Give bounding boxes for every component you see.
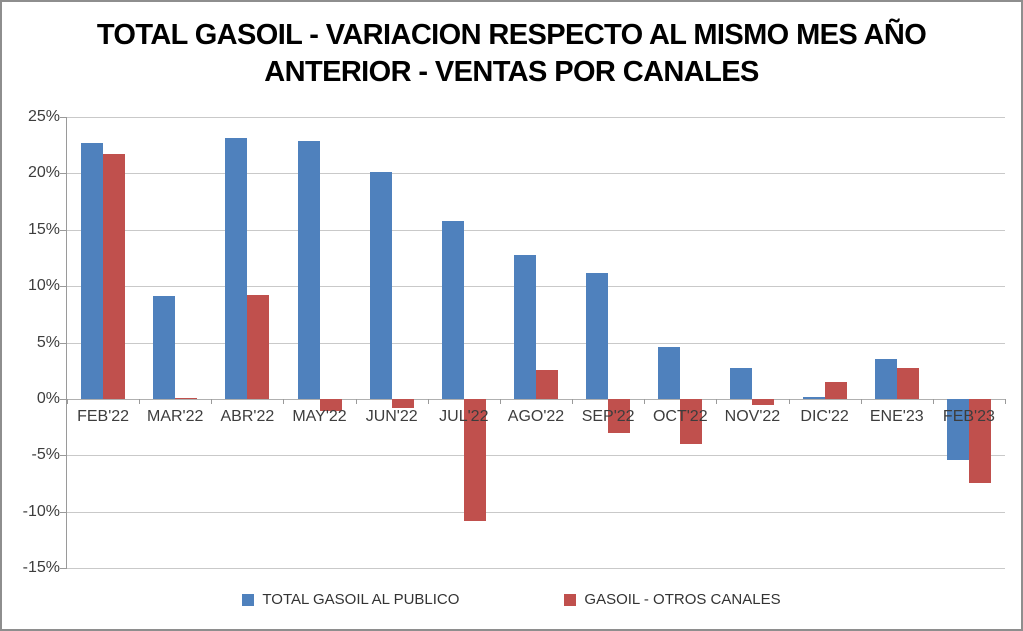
bar-gasoil-otros-canales-FEB'23 — [968, 398, 991, 484]
legend-item-gasoil-otros-canales: GASOIL - OTROS CANALES — [564, 591, 781, 608]
x-axis-tick — [572, 398, 574, 404]
y-tick-label-10%: 10% — [27, 277, 60, 295]
bar-gasoil-otros-canales-OCT'22 — [680, 398, 703, 444]
gridline-5% — [67, 342, 1005, 344]
bar-total-gasoil-al-publico-DIC'22 — [802, 396, 825, 399]
y-axis-tick-5% — [60, 342, 67, 344]
x-axis-tick — [355, 398, 357, 404]
y-axis-labels: 25% 20% 15% 10% 5% 0% -5% -10% -15% — [2, 108, 60, 576]
legend-swatch-blue — [242, 593, 255, 606]
bar-gasoil-otros-canales-JUN'22 — [391, 398, 414, 408]
bar-gasoil-otros-canales-JUL'22 — [463, 398, 486, 521]
y-tick-label-20%: 20% — [27, 164, 60, 182]
x-category-label-FEB'23: FEB'23 — [942, 407, 995, 425]
bar-gasoil-otros-canales-MAR'22 — [175, 397, 198, 399]
x-axis-tick — [427, 398, 429, 404]
bar-gasoil-otros-canales-AGO'22 — [536, 369, 558, 399]
y-axis-tick-20% — [60, 173, 67, 175]
x-category-label-DIC'22: DIC'22 — [800, 407, 849, 425]
bar-total-gasoil-al-publico-SEP'22 — [586, 272, 609, 399]
x-axis-tick — [644, 398, 646, 404]
bar-gasoil-otros-canales-FEB'22 — [103, 154, 126, 399]
bar-total-gasoil-al-publico-JUN'22 — [369, 172, 392, 399]
bar-total-gasoil-al-publico-FEB'22 — [81, 142, 104, 399]
gridline--15% — [67, 568, 1005, 569]
x-category-label-JUN'22: JUN'22 — [365, 407, 418, 425]
y-axis-tick--5% — [60, 455, 67, 457]
bar-total-gasoil-al-publico-AGO'22 — [514, 254, 536, 399]
y-tick-label-5%: 5% — [36, 333, 60, 351]
gridline-20% — [67, 173, 1005, 175]
y-axis-tick--15% — [60, 568, 67, 569]
y-tick-label-25%: 25% — [27, 108, 60, 125]
y-tick-label-0%: 0% — [36, 389, 60, 407]
x-category-label-FEB'22: FEB'22 — [77, 407, 130, 425]
chart-title-line2: ANTERIOR - VENTAS POR CANALES — [264, 56, 759, 88]
chart-title-line1: TOTAL GASOIL - VARIACION RESPECTO AL MIS… — [96, 19, 927, 51]
x-axis-tick — [211, 398, 213, 404]
x-axis-tick — [139, 398, 141, 404]
bar-total-gasoil-al-publico-NOV'22 — [730, 368, 753, 399]
bar-gasoil-otros-canales-ENE'23 — [896, 368, 919, 399]
bar-total-gasoil-al-publico-ENE'23 — [874, 359, 897, 399]
gridline--10% — [67, 511, 1005, 513]
y-axis-tick-10% — [60, 286, 67, 288]
y-axis-line — [66, 117, 67, 568]
bar-total-gasoil-al-publico-JUL'22 — [441, 220, 464, 399]
x-axis-tick — [283, 398, 285, 404]
legend-item-total-gasoil-al-publico: TOTAL GASOIL AL PUBLICO — [242, 591, 459, 608]
y-axis-tick-15% — [60, 229, 67, 231]
bar-gasoil-otros-canales-MAY'22 — [319, 398, 342, 412]
y-axis-tick--10% — [60, 511, 67, 513]
y-tick-label--5%: -5% — [31, 446, 60, 464]
plot-area: FEB'22 MAR'22 ABR'22 MAY'22 JUN'22 JUL'22 AGO'… — [60, 117, 1006, 569]
x-category-label-MAY'22: MAY'22 — [292, 407, 347, 425]
legend-label-total-gasoil-al-publico: TOTAL GASOIL AL PUBLICO — [262, 591, 460, 608]
legend-swatch-red — [564, 593, 577, 606]
legend-label-gasoil-otros-canales: GASOIL - OTROS CANALES — [584, 591, 781, 608]
bar-gasoil-otros-canales-SEP'22 — [608, 398, 631, 433]
bar-gasoil-otros-canales-DIC'22 — [824, 381, 847, 399]
gridline-10% — [67, 286, 1005, 288]
bar-total-gasoil-al-publico-ABR'22 — [225, 138, 248, 399]
x-category-label-JUL'22: JUL'22 — [439, 407, 489, 425]
gridline-0% — [67, 398, 1005, 400]
chart-title: TOTAL GASOIL - VARIACION RESPECTO AL MIS… — [2, 17, 1021, 91]
x-axis-tick — [932, 398, 934, 404]
legend: TOTAL GASOIL AL PUBLICO GASOIL - OTROS C… — [2, 591, 1021, 608]
y-tick-label-15%: 15% — [27, 220, 60, 238]
y-axis-tick-25% — [60, 117, 67, 118]
x-axis-tick — [860, 398, 862, 404]
bar-total-gasoil-al-publico-MAR'22 — [153, 296, 176, 399]
gridline--5% — [67, 455, 1005, 457]
y-tick-label--10%: -10% — [22, 502, 60, 520]
x-category-label-NOV'22: NOV'22 — [724, 407, 781, 425]
x-axis-tick — [67, 398, 68, 404]
y-tick-label--15%: -15% — [22, 559, 60, 576]
bar-total-gasoil-al-publico-FEB'23 — [946, 398, 969, 460]
x-category-label-ENE'23: ENE'23 — [869, 407, 924, 425]
x-category-label-SEP'22: SEP'22 — [581, 407, 635, 425]
x-axis-tick — [1005, 398, 1006, 404]
x-axis-tick — [788, 398, 790, 404]
x-category-label-OCT'22: OCT'22 — [652, 407, 708, 425]
x-axis-tick — [716, 398, 718, 404]
x-category-label-AGO'22: AGO'22 — [507, 407, 565, 425]
gridline-15% — [67, 229, 1005, 231]
bar-gasoil-otros-canales-ABR'22 — [247, 295, 270, 399]
x-axis-tick — [499, 398, 501, 404]
x-category-label-MAR'22: MAR'22 — [147, 407, 204, 425]
y-axis-tick-0% — [60, 398, 67, 400]
x-category-label-ABR'22: ABR'22 — [220, 407, 275, 425]
bar-gasoil-otros-canales-NOV'22 — [752, 398, 775, 405]
gridline-25% — [67, 117, 1005, 118]
bar-total-gasoil-al-publico-OCT'22 — [658, 347, 681, 399]
bar-total-gasoil-al-publico-MAY'22 — [297, 140, 320, 399]
